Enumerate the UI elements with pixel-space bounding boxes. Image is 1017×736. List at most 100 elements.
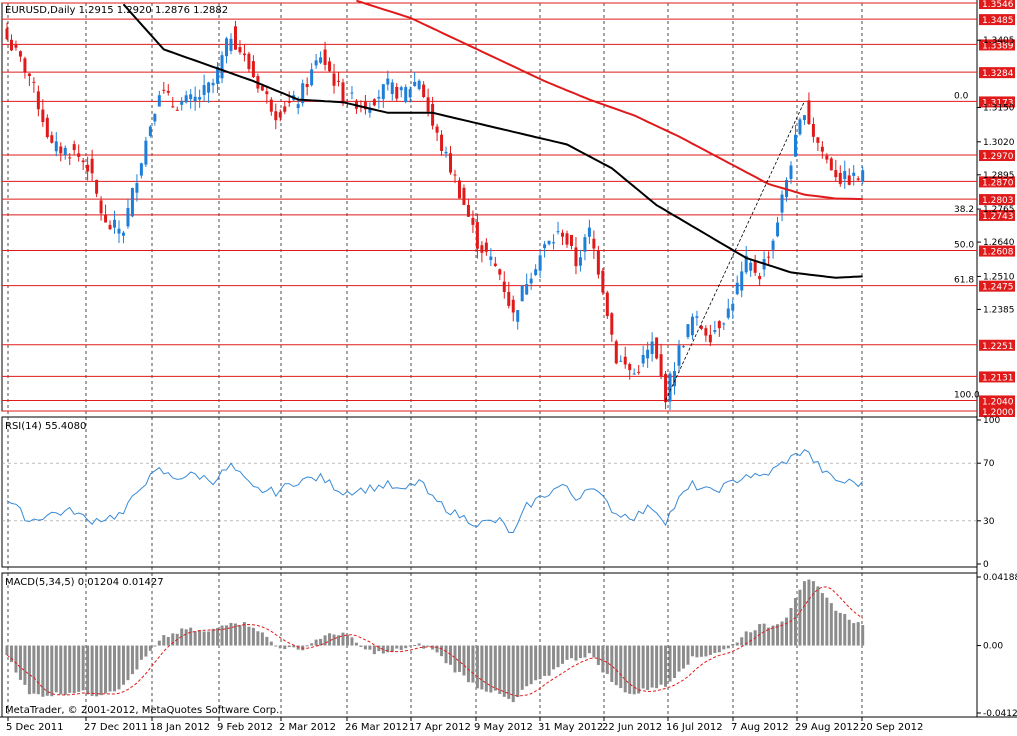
bear-candle [471,217,475,225]
price-tick-label: 1.3150 [983,104,1015,114]
macd-histogram-bar [390,645,394,652]
date-label: 27 Dec 2011 [84,722,148,733]
macd-histogram-bar [574,645,578,661]
bear-candle [708,334,712,343]
date-label: 5 Dec 2011 [6,722,64,733]
macd-histogram-bar [843,613,847,646]
bear-candle [592,238,596,249]
price-label-box [979,194,1015,206]
bear-candle [337,80,341,82]
macd-histogram-bar [677,645,681,672]
bull-candle [646,349,650,359]
price-tick-label: 1.2640 [983,238,1015,248]
macd-histogram-bar [417,643,421,646]
macd-histogram-bar [63,645,67,696]
bear-candle [659,354,663,377]
bear-candle [41,109,45,123]
price-level-label: 1.3546 [982,0,1014,10]
bear-candle [816,137,820,143]
macd-histogram-bar [852,623,856,646]
price-label-box [979,0,1015,9]
price-level-label: 1.2803 [982,196,1014,206]
bull-candle [690,316,694,336]
bear-candle [328,61,332,72]
macd-histogram-bar [726,645,730,649]
macd-histogram-bar [749,632,753,646]
bull-candle [314,60,318,66]
macd-histogram-bar [413,645,417,647]
bear-candle [238,47,242,53]
macd-histogram-bar [704,645,708,657]
macd-histogram-bar [587,645,591,654]
macd-histogram-bar [462,645,466,676]
macd-histogram-bar [130,645,134,675]
bear-candle [27,73,31,77]
macd-histogram-bar [628,645,632,694]
bull-candle [301,83,305,104]
bear-candle [32,81,36,83]
bear-candle [699,325,703,329]
macd-histogram-bar [238,625,242,646]
bull-candle [552,242,556,244]
bear-candle [758,275,762,280]
macd-histogram-bar [368,645,372,650]
rsi-tick-label: 70 [983,459,995,469]
bull-candle [310,69,314,86]
bull-candle [681,346,685,348]
bull-candle [556,231,560,233]
macd-histogram-bar [569,645,573,659]
macd-histogram-bar [104,645,108,694]
bear-candle [847,175,851,185]
bull-candle [668,373,672,402]
bull-candle [157,95,161,107]
bull-candle [135,183,139,193]
bear-candle [104,214,108,223]
bull-candle [677,345,681,366]
macd-histogram-bar [216,627,220,646]
bear-candle [23,58,27,73]
bull-candle [189,94,193,100]
bear-candle [502,281,506,292]
bull-candle [731,303,735,311]
macd-histogram-bar [780,621,784,646]
bear-candle [278,112,282,118]
macd-histogram-bar [623,645,627,693]
bear-candle [569,234,573,246]
macd-histogram-bar [166,636,170,646]
bull-candle [852,172,856,176]
bear-candle [283,106,287,112]
bull-candle [632,373,636,375]
bear-candle [18,51,22,57]
bear-candle [59,146,63,154]
bull-candle [587,227,591,237]
macd-histogram-bar [32,645,36,694]
macd-histogram-bar [251,627,255,646]
macd-histogram-bar [440,645,444,657]
macd-histogram-bar [359,645,363,647]
macd-histogram-bar [5,645,9,656]
bull-candle [538,255,542,271]
macd-histogram-bar [198,630,202,646]
fibonacci-level-label: 100.0 [954,390,980,400]
macd-histogram-bar [453,645,457,673]
price-level-label: 1.3284 [982,69,1014,79]
bull-candle [843,171,847,180]
bull-candle [126,207,130,227]
macd-histogram-bar [547,645,551,676]
macd-histogram-bar [95,645,99,697]
bear-candle [704,328,708,336]
bear-candle [269,99,273,112]
macd-histogram-bar [189,627,193,646]
bear-candle [807,100,811,124]
bull-candle [153,114,157,122]
bear-candle [462,187,466,205]
bear-candle [90,158,94,174]
bull-candle [686,324,690,338]
macd-histogram-bar [372,645,376,655]
macd-histogram-bar [90,645,94,696]
bear-candle [332,73,336,86]
macd-histogram-bar [184,629,188,646]
macd-histogram-bar [323,635,327,646]
macd-histogram-bar [529,645,533,685]
